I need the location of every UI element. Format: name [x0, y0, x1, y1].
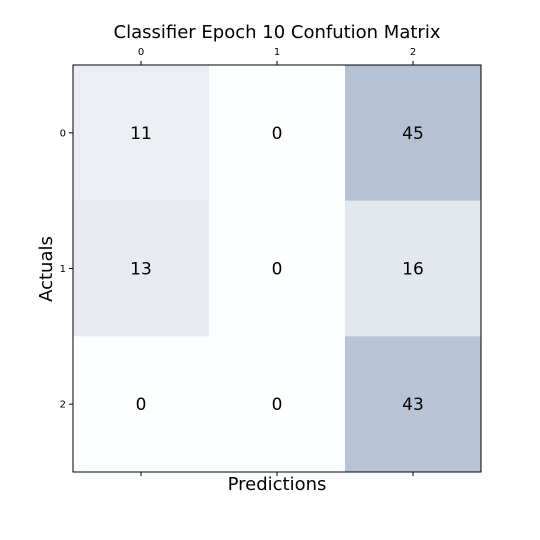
cell-value-label: 0	[136, 395, 147, 415]
y-tick-label: 1	[60, 264, 66, 275]
chart-title: Classifier Epoch 10 Confution Matrix	[114, 22, 441, 43]
y-tick-label: 2	[60, 400, 66, 411]
cell-value-label: 43	[402, 395, 424, 415]
heatmap-cell	[345, 336, 482, 473]
y-ticks: 0 1 2	[60, 128, 73, 411]
x-tick-label: 2	[410, 47, 416, 58]
cell-value-label: 11	[130, 124, 152, 144]
cell-value-label: 45	[402, 124, 424, 144]
cell-value-label: 0	[272, 260, 283, 280]
y-axis-label: Actuals	[36, 236, 57, 302]
heatmap-cell	[73, 200, 210, 337]
cell-value-label: 0	[272, 395, 283, 415]
heatmap-cells	[73, 65, 482, 473]
x-ticks-top: 0 1 2	[138, 47, 416, 65]
cell-values: 11 0 45 13 0 16 0 0 43	[130, 124, 424, 415]
heatmap-cell	[209, 200, 346, 337]
x-tick-label: 0	[138, 47, 144, 58]
heatmap-cell	[345, 200, 482, 337]
cell-value-label: 16	[402, 260, 424, 280]
x-axis-label: Predictions	[228, 474, 327, 495]
heatmap-cell	[73, 336, 210, 473]
heatmap-cell	[209, 336, 346, 473]
x-tick-label: 1	[274, 47, 280, 58]
cell-value-label: 13	[130, 260, 152, 280]
y-tick-label: 0	[60, 128, 66, 139]
heatmap-cell	[345, 65, 482, 202]
x-ticks-bottom	[140, 472, 414, 476]
heatmap-cell	[73, 65, 210, 202]
heatmap-cell	[209, 65, 346, 202]
cell-value-label: 0	[272, 124, 283, 144]
